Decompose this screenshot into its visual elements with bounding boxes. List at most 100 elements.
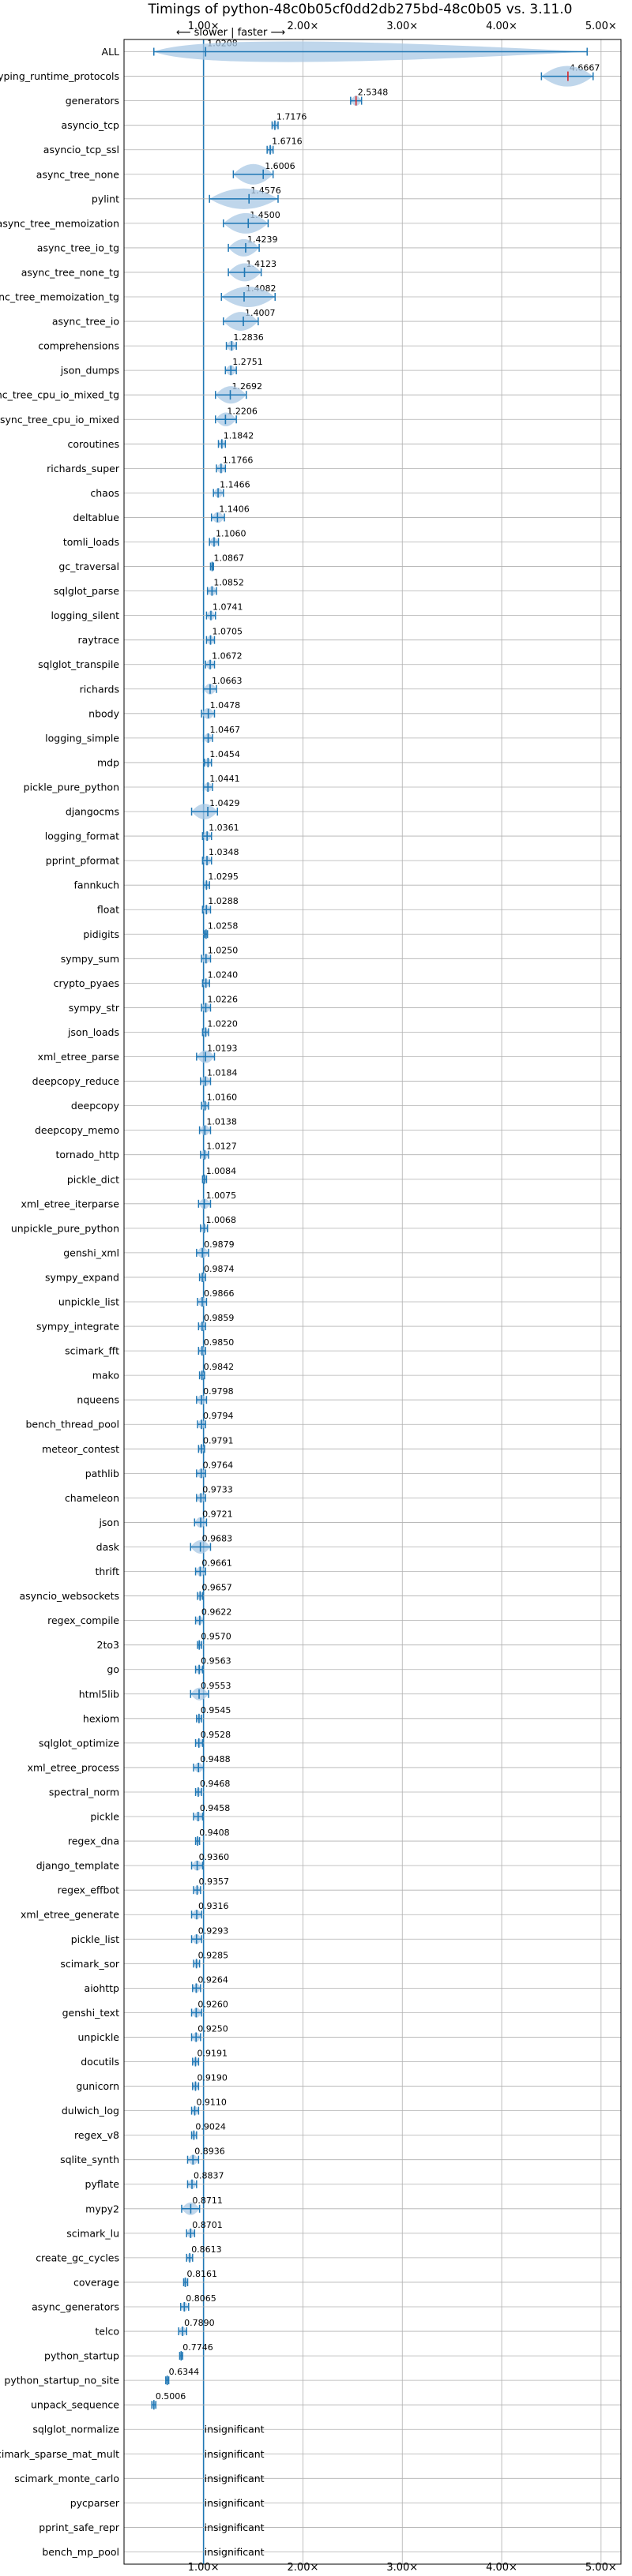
value-label: 1.0441 [209,774,240,784]
insignificant-label: insignificant [205,2473,265,2484]
value-label: 0.9528 [201,1730,231,1740]
benchmark-label: typing_runtime_protocols [0,70,119,82]
benchmark-label: djangocms [66,806,119,818]
value-label: 1.0184 [207,1068,238,1078]
insignificant-label: insignificant [205,2522,265,2533]
benchmark-label: xml_etree_generate [21,1909,119,1921]
insignificant-label: insignificant [205,2448,265,2460]
benchmark-label: aiohttp [85,1982,120,1994]
value-label: 0.9563 [201,1656,231,1667]
value-label: 1.1406 [219,504,250,514]
benchmark-label: coroutines [68,438,119,450]
value-label: 1.0348 [209,847,239,857]
benchmark-label: fannkuch [74,879,119,891]
benchmark-label: unpickle_list [58,1296,119,1308]
value-label: 0.9468 [200,1779,231,1789]
benchmark-label: unpack_sequence [31,2399,119,2411]
x-tick-label-top: 4.00× [486,21,517,32]
value-label: 0.9570 [201,1632,231,1642]
benchmark-label: pidigits [83,928,119,940]
value-label: 0.5006 [156,2391,186,2402]
value-label: 0.9250 [198,2023,228,2034]
benchmark-label: async_tree_cpu_io_mixed_tg [0,389,119,401]
value-label: 0.9622 [201,1607,232,1618]
value-label: 0.9842 [204,1362,235,1372]
value-label: 0.9879 [204,1239,235,1250]
value-label: 0.8837 [194,2171,224,2181]
value-label: 0.9791 [203,1435,234,1445]
value-label: 0.9794 [203,1411,234,1421]
benchmark-label: float [97,904,119,916]
benchmark-label: pickle [90,1811,119,1823]
value-label: 1.0075 [206,1191,237,1201]
chart-title: Timings of python-48c0b05cf0dd2db275bd-4… [147,2,572,17]
benchmark-label: xml_etree_parse [38,1051,120,1063]
benchmark-label: python_startup [44,2350,119,2362]
benchmark-label: async_tree_none_tg [21,266,119,278]
value-label: 1.0478 [210,700,241,711]
benchmark-label: tornado_http [55,1149,119,1161]
insignificant-label: insignificant [205,2424,265,2435]
value-label: 0.7746 [182,2342,213,2353]
benchmark-label: tomli_loads [63,536,119,548]
value-label: 1.0663 [212,676,243,686]
benchmark-label: pyflate [85,2178,120,2190]
value-label: 0.9316 [198,1901,229,1911]
value-label: 1.0288 [208,896,239,906]
benchmark-label: comprehensions [38,340,119,352]
value-label: 0.9683 [202,1533,233,1543]
benchmark-label: deepcopy_reduce [32,1075,120,1087]
benchmark-label: scimark_fft [65,1345,119,1357]
benchmark-label: gc_traversal [58,561,119,572]
value-label: 1.2836 [233,332,264,343]
benchmark-label: go [107,1663,119,1675]
benchmark-label: json [98,1517,119,1528]
value-label: 1.2206 [227,406,258,416]
benchmark-label: mako [92,1370,119,1382]
x-tick-label-bottom: 5.00× [585,2562,617,2573]
benchmark-label: deepcopy_memo [35,1124,119,1136]
benchmark-label: html5lib [79,1688,119,1700]
benchmark-label: raytrace [78,634,120,646]
benchmark-label: coverage [73,2276,119,2288]
value-label: 0.7890 [184,2318,214,2328]
benchmark-label: sympy_expand [45,1271,119,1283]
benchmark-label: pprint_pformat [46,855,119,867]
value-label: 0.8613 [191,2244,221,2255]
value-label: 1.0454 [209,749,240,759]
value-label: 0.9764 [203,1460,234,1470]
x-tick-label-top: 5.00× [585,21,617,32]
value-label: 0.8161 [187,2269,217,2279]
benchmark-label: sqlglot_transpile [38,658,119,670]
benchmark-label: sympy_str [69,1002,120,1014]
benchmark-label: pathlib [85,1468,119,1479]
value-label: 1.2751 [232,357,263,367]
value-label: 0.9191 [197,2049,227,2059]
benchmark-label: mdp [97,756,119,768]
benchmark-label: logging_simple [45,732,119,744]
value-label: 0.6344 [169,2367,200,2377]
value-label: 0.9733 [202,1484,233,1494]
benchmark-label: dask [96,1541,120,1553]
benchmark-label: xml_etree_iterparse [21,1198,119,1209]
benchmark-label: logging_format [45,831,119,842]
benchmark-label: pickle_dict [67,1173,119,1185]
value-label: 0.9874 [204,1264,235,1274]
benchmark-label: asyncio_websockets [19,1590,119,1602]
benchmark-label: mypy2 [85,2203,119,2214]
value-label: 0.9458 [200,1803,231,1813]
plot-frame [123,39,622,2565]
value-label: 1.0705 [213,627,243,637]
benchmark-label: asyncio_tcp_ssl [43,144,119,156]
benchmark-label: python_startup_no_site [4,2375,119,2387]
value-label: 1.0295 [208,872,239,882]
insignificant-label: insignificant [205,2497,265,2509]
chart-subtitle: ⟵ slower | faster ⟶ [176,27,285,39]
value-label: 0.9553 [201,1681,231,1691]
benchmark-label: richards_super [47,463,120,474]
benchmark-label: scimark_monte_carlo [14,2473,119,2484]
value-label: 0.8711 [192,2195,223,2206]
x-tick-label-top: 2.00× [288,21,319,32]
